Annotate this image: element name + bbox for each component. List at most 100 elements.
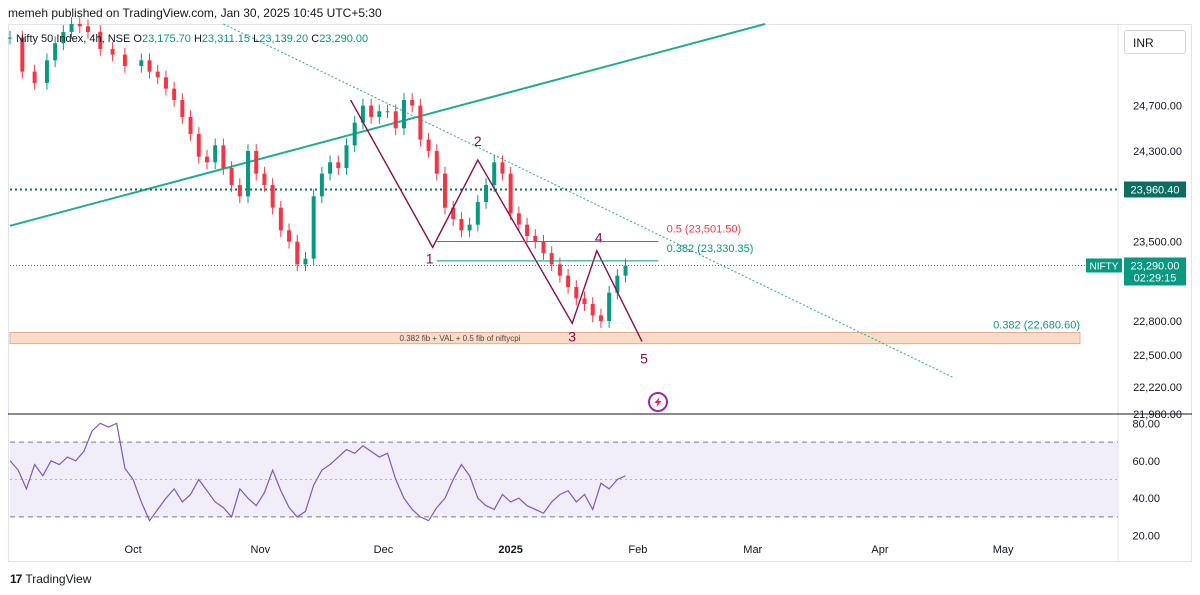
price-candle[interactable]	[196, 127, 201, 164]
candle-body	[475, 201, 480, 225]
price-candle[interactable]	[213, 138, 218, 170]
elliott-wave-path[interactable]	[349, 99, 643, 342]
price-candle[interactable]	[172, 81, 177, 107]
price-candle[interactable]	[336, 155, 341, 175]
candle-body	[180, 99, 185, 117]
price-axis-tick: 22,800.00	[1133, 316, 1182, 328]
price-candle[interactable]	[615, 268, 620, 300]
price-candle[interactable]	[607, 285, 612, 328]
price-candle[interactable]	[155, 64, 160, 85]
fib-zone-box[interactable]	[9, 331, 1081, 345]
candle-body	[484, 184, 489, 202]
price-candle[interactable]	[590, 297, 595, 323]
currency-selector[interactable]: INR	[1124, 30, 1186, 54]
price-candle[interactable]	[566, 268, 571, 294]
price-candle[interactable]	[163, 70, 168, 96]
price-candle[interactable]	[541, 234, 546, 260]
candle-body	[110, 48, 115, 55]
price-candle[interactable]	[434, 144, 439, 181]
candle-body	[442, 173, 447, 208]
price-candle[interactable]	[139, 53, 144, 73]
candle-body	[53, 43, 58, 61]
chart-legend[interactable]: Nifty 50 Index, 4h, NSE O23,175.70 H23,3…	[16, 33, 368, 45]
price-candle[interactable]	[295, 234, 300, 272]
price-candle[interactable]	[122, 47, 127, 73]
price-candle[interactable]	[385, 104, 390, 119]
price-candle[interactable]	[53, 36, 58, 68]
price-candle[interactable]	[418, 98, 423, 147]
fib-label-0.5: 0.5 (23,501.50)	[667, 224, 742, 236]
legend-symbol[interactable]: Nifty 50 Index, 4h, NSE	[16, 33, 131, 45]
price-candle[interactable]	[328, 155, 333, 181]
price-candle[interactable]	[352, 115, 357, 153]
price-candle[interactable]	[8, 30, 12, 45]
price-candle[interactable]	[287, 223, 292, 249]
descending-trendline[interactable]	[223, 23, 955, 379]
price-candle[interactable]	[254, 144, 259, 181]
price-candle[interactable]	[360, 98, 365, 130]
price-candle[interactable]	[369, 98, 374, 124]
price-candle[interactable]	[533, 229, 538, 249]
price-candle[interactable]	[410, 93, 415, 113]
price-candle[interactable]	[20, 30, 25, 79]
price-candle[interactable]	[246, 144, 251, 204]
rsi-line[interactable]	[9, 422, 626, 522]
price-candle[interactable]	[44, 53, 49, 90]
price-candle[interactable]	[557, 257, 562, 283]
price-candle[interactable]	[229, 161, 234, 192]
price-candle[interactable]	[516, 206, 521, 232]
price-candle[interactable]	[237, 178, 242, 204]
event-lightning-icon[interactable]	[648, 392, 668, 412]
price-candle[interactable]	[344, 138, 349, 175]
countdown-text: 02:29:15	[1134, 272, 1177, 284]
price-candle[interactable]	[61, 25, 66, 51]
price-candle[interactable]	[467, 217, 472, 238]
candle-body	[410, 99, 415, 106]
price-candle[interactable]	[85, 19, 90, 39]
candle-body	[44, 60, 49, 83]
price-candle[interactable]	[147, 53, 152, 79]
price-candle[interactable]	[278, 200, 283, 238]
price-candle[interactable]	[110, 42, 115, 62]
price-candle[interactable]	[319, 166, 324, 204]
price-candle[interactable]	[459, 212, 464, 238]
price-candle[interactable]	[311, 189, 316, 266]
candle-body	[598, 315, 603, 322]
price-candle[interactable]	[598, 308, 603, 328]
price-candle[interactable]	[508, 166, 513, 221]
price-candle[interactable]	[393, 104, 398, 136]
tradingview-logo[interactable]: 17 TradingView	[10, 572, 91, 586]
price-candle[interactable]	[221, 138, 226, 175]
price-candle[interactable]	[492, 155, 497, 192]
price-candle[interactable]	[582, 291, 587, 311]
candle-body	[360, 105, 365, 123]
ascending-trendline[interactable]	[9, 23, 766, 227]
price-candle[interactable]	[451, 200, 456, 226]
price-candle[interactable]	[500, 155, 505, 181]
price-candle[interactable]	[270, 178, 275, 215]
price-candle[interactable]	[426, 132, 431, 158]
price-candle[interactable]	[484, 178, 489, 209]
price-candle[interactable]	[32, 64, 37, 90]
price-candle[interactable]	[204, 149, 209, 170]
legend-open-label: O	[133, 33, 142, 45]
price-candle[interactable]	[525, 217, 530, 243]
price-candle[interactable]	[549, 246, 554, 272]
price-candle[interactable]	[475, 195, 480, 232]
price-candle[interactable]	[623, 258, 628, 283]
price-candle[interactable]	[377, 104, 382, 124]
price-candle[interactable]	[69, 17, 74, 39]
price-axis-tick: 24,300.00	[1133, 146, 1182, 158]
price-candle[interactable]	[188, 110, 193, 141]
price-candle[interactable]	[303, 251, 308, 272]
price-candle[interactable]	[442, 166, 447, 215]
price-candle[interactable]	[574, 280, 579, 306]
rsi-axis-tick: 20.00	[1132, 531, 1160, 543]
price-candle[interactable]	[180, 93, 185, 124]
candle-body	[393, 111, 398, 129]
price-candle[interactable]	[401, 93, 406, 136]
price-candle[interactable]	[98, 25, 103, 56]
price-candle[interactable]	[77, 17, 82, 34]
price-candle[interactable]	[262, 166, 267, 192]
